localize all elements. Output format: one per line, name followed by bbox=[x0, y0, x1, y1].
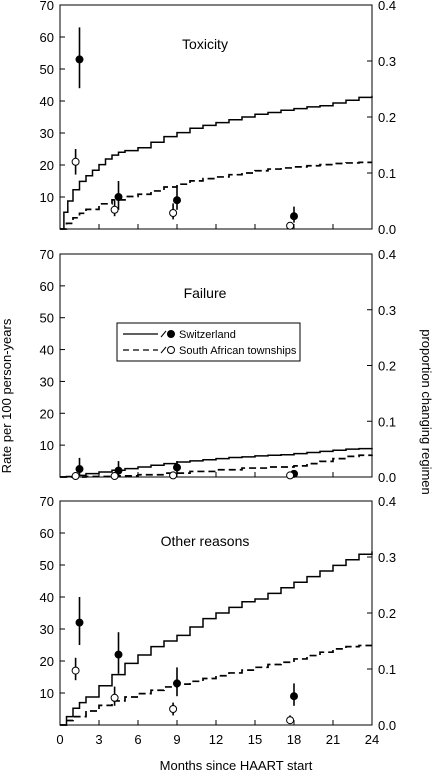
y-right-tick-label: 0.1 bbox=[378, 166, 396, 181]
series-switzerland-rate-point bbox=[75, 618, 84, 627]
series-switzerland-rate-point bbox=[114, 193, 123, 201]
y-right-tick-label: 0.3 bbox=[378, 550, 396, 565]
x-tick-label: 6 bbox=[134, 732, 141, 747]
y-right-tick-label: 0.3 bbox=[378, 303, 396, 318]
x-tick-label: 18 bbox=[287, 732, 301, 747]
series-switzerland-cumulative-line bbox=[60, 551, 373, 726]
y-left-tick-label: 10 bbox=[40, 190, 54, 205]
y-axis-left-label: Rate per 100 person-years bbox=[0, 318, 14, 473]
series-south-african-townships-rate-point bbox=[286, 221, 295, 230]
series-south-african-townships-rate-point bbox=[71, 666, 80, 675]
x-tick-label: 24 bbox=[365, 732, 379, 747]
series-south-african-townships-rate-point bbox=[110, 693, 119, 702]
y-left-tick-label: 70 bbox=[40, 0, 54, 13]
x-tick-label: 3 bbox=[95, 732, 102, 747]
legend-swatch-sa-slash bbox=[160, 346, 167, 354]
panel-title: Toxicity bbox=[182, 36, 228, 52]
series-switzerland-rate-point bbox=[173, 196, 181, 205]
panel-other-reasons: 10 20 30 40 50 60 70 0.0 0.1 0.2 0.3 0.4 0 3 6 9 12 15 18 2… bbox=[40, 494, 397, 747]
panel-title: Other reasons bbox=[161, 533, 250, 549]
series-switzerland-rate-point bbox=[290, 212, 298, 221]
y-right-tick-label: 0.3 bbox=[378, 54, 396, 69]
panels-group: 102030405060700.00.10.20.30.4Toxicity102… bbox=[40, 0, 397, 747]
series-south-african-townships-rate-point bbox=[169, 471, 178, 480]
panel-title: Failure bbox=[184, 285, 227, 301]
y-left-tick-label: 40 bbox=[40, 94, 54, 109]
x-tick-label: 15 bbox=[248, 732, 262, 747]
y-left-tick-label: 30 bbox=[40, 126, 54, 141]
y-left-tick-label: 60 bbox=[40, 279, 54, 294]
y-right-tick-label: 0.2 bbox=[378, 606, 396, 621]
series-south-african-townships-cumulative-line bbox=[60, 161, 372, 230]
legend-label-south-african-townships: South African townships bbox=[179, 345, 297, 357]
series-south-african-townships-rate-point bbox=[286, 471, 295, 480]
series-south-african-townships-rate-point bbox=[71, 472, 80, 481]
y-left-tick-label: 70 bbox=[40, 494, 54, 509]
legend-swatch-switzerland-marker bbox=[167, 330, 175, 338]
series-south-african-townships-rate-point bbox=[169, 705, 178, 713]
series-switzerland-rate-point bbox=[290, 692, 298, 701]
series-switzerland-rate-point bbox=[114, 650, 123, 659]
panel-toxicity: 10 20 30 40 50 60 70 0.0 0.1 0.2 0.3 0.4 Toxicity bbox=[40, 0, 397, 237]
y-left-tick-label: 20 bbox=[40, 158, 54, 173]
legend-label-switzerland: Switzerland bbox=[179, 329, 236, 341]
y-left-tick-label: 70 bbox=[40, 247, 54, 262]
y-left-tick-label: 30 bbox=[40, 374, 54, 389]
panel-failure: 10 20 30 40 50 60 70 0.0 0.1 0.2 0.3 0.4 Failure bbox=[40, 247, 397, 485]
y-left-tick-label: 20 bbox=[40, 654, 54, 669]
y-left-tick-label: 40 bbox=[40, 590, 54, 605]
legend-box bbox=[116, 322, 301, 362]
x-tick-label: 9 bbox=[173, 732, 180, 747]
legend-swatch-sa-marker bbox=[167, 346, 175, 354]
y-right-tick-label: 0.0 bbox=[378, 718, 396, 733]
y-left-tick-label: 40 bbox=[40, 343, 54, 358]
x-tick-label: 21 bbox=[326, 732, 340, 747]
x-tick-label: 12 bbox=[209, 732, 223, 747]
y-right-tick-label: 0.4 bbox=[378, 247, 396, 262]
y-left-tick-label: 60 bbox=[40, 30, 54, 45]
series-south-african-townships-rate-point bbox=[71, 157, 80, 166]
y-left-tick-label: 50 bbox=[40, 311, 54, 326]
y-left-tick-label: 20 bbox=[40, 406, 54, 421]
series-switzerland-cumulative-line bbox=[60, 447, 373, 478]
y-right-tick-label: 0.0 bbox=[378, 470, 396, 485]
series-south-african-townships-rate-point bbox=[169, 209, 178, 217]
y-right-tick-label: 0.0 bbox=[378, 222, 396, 237]
series-switzerland-rate-point bbox=[114, 466, 123, 475]
y-left-tick-label: 50 bbox=[40, 558, 54, 573]
y-left-tick-label: 60 bbox=[40, 526, 54, 541]
series-switzerland-rate-point bbox=[173, 679, 181, 688]
series-south-african-townships-cumulative-line bbox=[60, 454, 373, 478]
legend: Switzerland South African townships bbox=[116, 322, 301, 362]
y-left-tick-label: 10 bbox=[40, 438, 54, 453]
series-south-african-townships-cumulative-line bbox=[60, 644, 372, 726]
x-axis-label: Months since HAART start bbox=[160, 758, 313, 773]
legend-swatch-switzerland-slash bbox=[160, 330, 167, 338]
series-south-african-townships-rate-point bbox=[110, 472, 119, 481]
series-switzerland-rate-point bbox=[75, 465, 84, 474]
y-right-tick-label: 0.2 bbox=[378, 359, 396, 374]
x-tick-label: 0 bbox=[56, 732, 63, 747]
series-south-african-townships-rate-point bbox=[110, 205, 119, 214]
series-switzerland-cumulative-line bbox=[60, 95, 373, 230]
series-switzerland-rate-point bbox=[173, 463, 181, 472]
y-axis-right-label: proportion changing regimen bbox=[419, 329, 434, 495]
y-left-tick-label: 50 bbox=[40, 62, 54, 77]
y-right-tick-label: 0.1 bbox=[378, 662, 396, 677]
y-right-tick-label: 0.4 bbox=[378, 0, 396, 13]
y-left-tick-label: 30 bbox=[40, 622, 54, 637]
y-right-tick-label: 0.2 bbox=[378, 110, 396, 125]
y-right-tick-label: 0.4 bbox=[378, 494, 396, 509]
series-switzerland-rate-point bbox=[75, 55, 84, 64]
series-south-african-townships-rate-point bbox=[286, 716, 295, 725]
y-left-tick-label: 10 bbox=[40, 686, 54, 701]
y-right-tick-label: 0.1 bbox=[378, 414, 396, 429]
